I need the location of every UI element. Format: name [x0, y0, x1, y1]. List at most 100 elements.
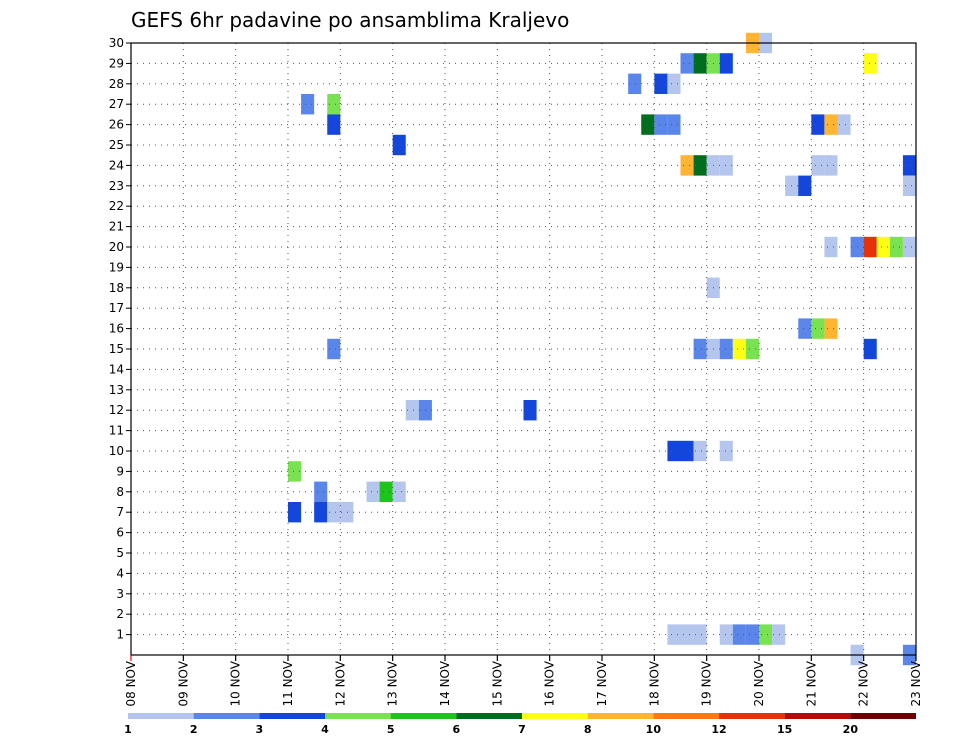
colorbar-label: 7: [518, 723, 526, 736]
colorbar-swatch: [259, 713, 325, 719]
y-tick-label: 8: [116, 485, 124, 499]
heatmap-cell: [889, 236, 903, 258]
y-tick-label: 29: [109, 56, 124, 70]
colorbar-swatch: [325, 713, 391, 719]
heatmap-cell: [863, 338, 877, 360]
colorbar-swatch: [193, 713, 260, 719]
x-tick-label: 22 NOV: [857, 660, 871, 706]
colorbar-swatch: [653, 713, 719, 719]
y-tick-label: 21: [109, 220, 124, 234]
heatmap-cell: [366, 481, 380, 502]
heatmap-cell: [719, 155, 733, 176]
y-tick-label: 9: [116, 464, 124, 478]
heatmap-cell: [628, 73, 642, 94]
colorbar-swatch: [522, 713, 588, 719]
heatmap-cell: [392, 481, 406, 502]
heatmap-cell: [314, 502, 328, 523]
heatmap-cell: [902, 175, 916, 196]
y-tick-label: 25: [109, 138, 124, 152]
heatmap-cell: [523, 400, 537, 421]
heatmap-cell: [288, 461, 302, 482]
heatmap-cell: [301, 94, 315, 115]
heatmap-cell: [693, 53, 707, 74]
x-tick-label: 08 NOV: [124, 660, 138, 706]
heatmap-cell: [654, 114, 668, 135]
heatmap-cell: [719, 53, 733, 74]
x-tick-label: 20 NOV: [752, 660, 766, 706]
y-tick-label: 22: [109, 199, 124, 213]
x-tick-label: 13 NOV: [386, 660, 400, 706]
x-tick-label: 11 NOV: [281, 660, 295, 706]
colorbar-label: 2: [190, 723, 198, 736]
colorbar-swatch: [390, 713, 457, 719]
y-tick-label: 6: [116, 526, 124, 540]
chart-title: GEFS 6hr padavine po ansamblima Kraljevo: [131, 8, 569, 32]
y-tick-label: 24: [109, 158, 124, 172]
heatmap-cell: [811, 318, 825, 339]
y-tick-label: 5: [116, 546, 124, 560]
colorbar-label: 1: [124, 723, 132, 736]
heatmap-cell: [824, 236, 838, 258]
colorbar-swatch: [128, 713, 194, 719]
heatmap-cell: [863, 236, 877, 258]
heatmap-cell: [680, 624, 694, 645]
colorbar-swatch: [850, 713, 916, 719]
heatmap-cell: [824, 114, 838, 135]
heatmap-cell: [680, 53, 694, 74]
x-tick-label: 14 NOV: [438, 660, 452, 706]
colorbar: 1 2 3 4 5 6 7 8 10 12 15 20: [124, 713, 916, 736]
heatmap-cell: [680, 155, 694, 176]
x-tick-label: 16 NOV: [543, 660, 557, 706]
heatmap-cell: [745, 338, 759, 360]
colorbar-label: 8: [584, 723, 592, 736]
colorbar-swatch: [456, 713, 522, 719]
heatmap-cell: [902, 236, 916, 258]
y-tick-label: 11: [109, 424, 124, 438]
heatmap-cell: [327, 114, 341, 135]
x-tick-label: 09 NOV: [176, 660, 190, 706]
heatmap-cell: [772, 624, 786, 645]
heatmap-cell: [667, 73, 681, 94]
heatmap-cell: [680, 440, 694, 462]
grid-layer: [131, 43, 916, 655]
y-tick-label: 16: [109, 322, 124, 336]
heatmap-cell: [693, 440, 707, 462]
colorbar-label: 5: [387, 723, 395, 736]
heatmap-cell: [811, 155, 825, 176]
colorbar-label: 6: [453, 723, 461, 736]
colorbar-label: 4: [321, 723, 329, 736]
heatmap-cell: [379, 481, 393, 502]
y-tick-label: 26: [109, 118, 124, 132]
heatmap-cell: [902, 155, 916, 176]
heatmap-cell: [405, 400, 419, 421]
x-tick-label: 10 NOV: [229, 660, 243, 706]
colorbar-swatch: [784, 713, 851, 719]
y-tick-label: 28: [109, 77, 124, 91]
y-tick-label: 13: [109, 383, 124, 397]
y-tick-label: 1: [116, 628, 124, 642]
heatmap-cell: [654, 73, 668, 94]
colorbar-label: 12: [711, 723, 726, 736]
y-tick-label: 30: [109, 36, 124, 50]
x-tick-label: 23 NOV: [909, 660, 923, 706]
y-tick-label: 10: [109, 444, 124, 458]
colorbar-swatch: [587, 713, 654, 719]
heatmap-cell: [876, 236, 890, 258]
heatmap-cell: [732, 338, 746, 360]
heatmap-cell: [327, 94, 341, 115]
colorbar-label: 15: [777, 723, 792, 736]
y-tick-label: 3: [116, 587, 124, 601]
heatmap-cell: [667, 624, 681, 645]
y-tick-label: 19: [109, 260, 124, 274]
y-tick-label: 18: [109, 281, 124, 295]
heatmap-cell: [327, 338, 341, 360]
y-tick-label: 23: [109, 179, 124, 193]
x-tick-label: 12 NOV: [333, 660, 347, 706]
colorbar-swatch: [719, 713, 785, 719]
heatmap-cell: [667, 440, 681, 462]
plot-frame: [130, 42, 917, 656]
y-tick-label: 15: [109, 342, 124, 356]
x-tick-label: 21 NOV: [804, 660, 818, 706]
heatmap-cell: [719, 440, 733, 462]
